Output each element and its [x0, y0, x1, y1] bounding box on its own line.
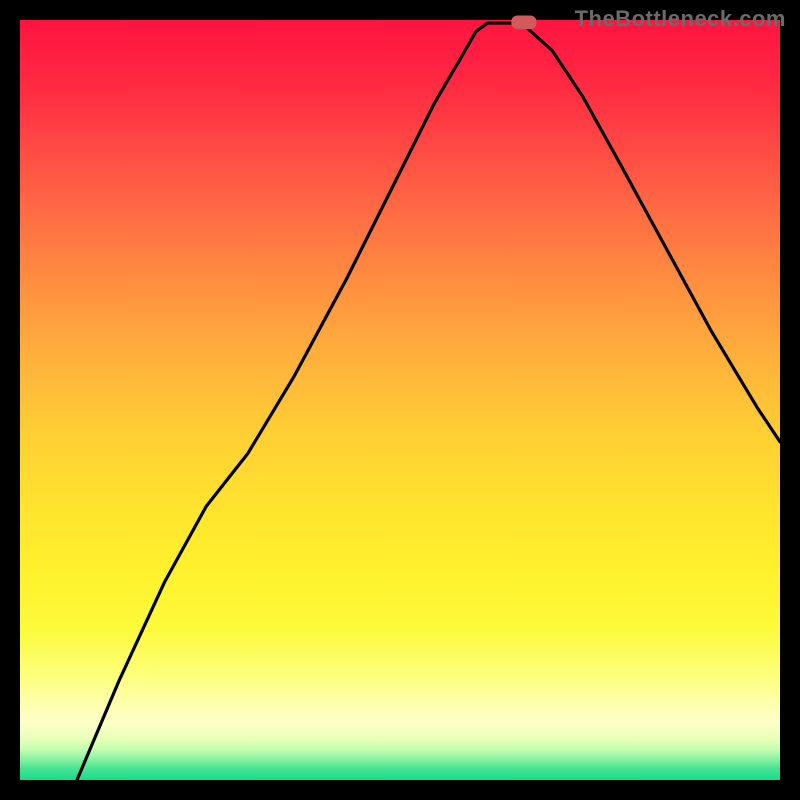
- chart-container: { "watermark": { "text": "TheBottleneck.…: [0, 0, 800, 800]
- bottleneck-chart: [0, 0, 800, 800]
- minimum-marker: [511, 15, 536, 29]
- plot-background: [20, 20, 780, 780]
- watermark-text: TheBottleneck.com: [575, 6, 786, 32]
